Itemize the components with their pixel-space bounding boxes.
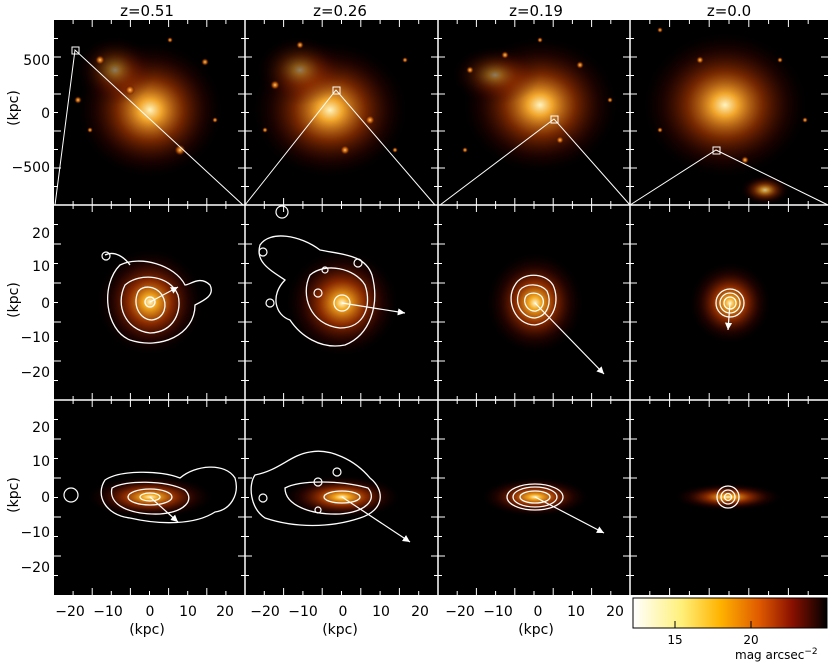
colorbar-gradient [632,597,828,629]
x-label-c1: (kpc) [129,622,165,638]
y-tick-r2-m20: −20 [20,365,50,381]
column-title-3: z=0.19 [509,2,563,20]
column-title-1: z=0.51 [120,2,174,20]
y-tick-r3-m20: −20 [20,560,50,576]
panel-r1c1 [54,35,244,206]
row-3-edge-on-galaxies [63,450,783,543]
x-tick-c2-m20: −20 [250,604,280,620]
colorbar-label: mag arcsec−2 [735,647,818,662]
y-tick-r1-0: 0 [41,106,50,122]
y-tick-r3-0: 0 [41,490,50,506]
x-tick-c1-m10: −10 [93,604,123,620]
panel-r3c3 [480,477,605,534]
x-tick-c3-m20: −20 [445,604,475,620]
colorbar-tick-20: 20 [743,633,758,647]
column-title-4: z=0.0 [707,2,751,20]
x-tick-c2-m10: −10 [288,604,318,620]
column-titles: z=0.51 z=0.26 z=0.19 z=0.0 [120,2,751,20]
panel-r1c4 [629,27,829,206]
panel-r2c1 [95,247,212,357]
colorbar-tick-15: 15 [667,633,682,647]
x-tick-c2-0: 0 [339,604,348,620]
tick-marks [54,20,828,595]
x-tick-c3-0: 0 [534,604,543,620]
y-tick-r3-10: 10 [32,454,50,470]
panel-r3c4 [673,483,783,511]
panel-r2c3 [485,251,605,375]
y-label-r1: (kpc) [6,90,22,126]
panel-r1c2 [244,35,436,206]
x-label-c3: (kpc) [518,622,554,638]
y-tick-r2-10: 10 [32,259,50,275]
panel-r2c2 [258,205,406,358]
x-label-c2: (kpc) [322,622,358,638]
y-tick-r2-0: 0 [41,296,50,312]
y-tick-r3-m10: −10 [20,525,50,541]
x-axis-labels: −20 −10 0 10 20 (kpc) −20 −10 0 10 20 (k… [55,604,624,638]
x-tick-c1-m20: −20 [55,604,85,620]
panel-r3c2 [250,450,411,543]
row-2-face-on-galaxies [95,205,772,375]
y-tick-r2-20: 20 [32,226,50,242]
panel-r1c3 [439,35,631,206]
x-tick-c3-10: 10 [567,604,585,620]
y-axis-labels: 500 0 −500 (kpc) 20 10 0 −10 −20 (kpc) 2… [6,53,50,576]
y-tick-r1-m500: −500 [12,160,50,176]
x-tick-c3-m10: −10 [483,604,513,620]
x-tick-c3-20: 20 [606,604,624,620]
x-tick-c2-20: 20 [411,604,429,620]
x-tick-c1-0: 0 [146,604,155,620]
y-tick-r1-500: 500 [23,53,50,69]
x-tick-c1-20: 20 [216,604,234,620]
x-tick-c1-10: 10 [179,604,197,620]
y-tick-r3-20: 20 [32,420,50,436]
panel-r2c4 [688,261,772,345]
y-label-r2: (kpc) [6,282,22,318]
y-tick-r2-m10: −10 [20,330,50,346]
x-tick-c2-10: 10 [372,604,390,620]
colorbar: 15 20 mag arcsec−2 [632,597,828,662]
colorbar-ticks [674,621,752,628]
column-title-2: z=0.26 [313,2,367,20]
y-label-r3: (kpc) [6,477,22,513]
row-1-cluster-images [54,27,829,206]
panel-r3c1 [63,466,237,524]
